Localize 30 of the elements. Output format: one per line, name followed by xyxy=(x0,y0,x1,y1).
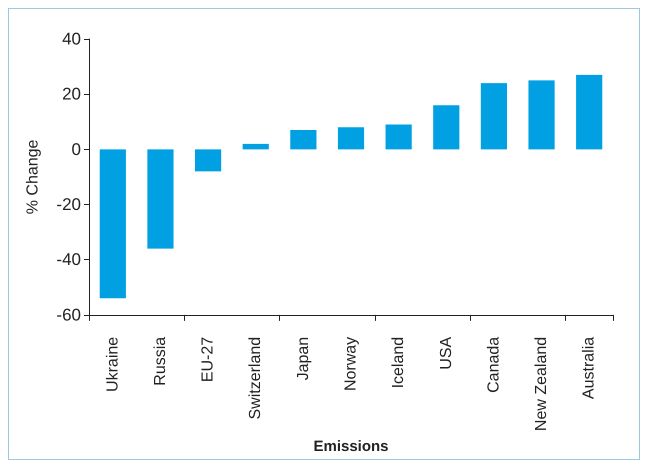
x-tick-label: Australia xyxy=(580,336,598,400)
y-tick-label: 20 xyxy=(62,84,81,104)
y-tick-label: -60 xyxy=(56,305,81,324)
bar xyxy=(576,74,602,150)
bar xyxy=(528,80,555,150)
bar xyxy=(242,144,269,150)
x-tick-label: EU-27 xyxy=(200,336,217,382)
x-tick-label: Norway xyxy=(342,336,360,392)
y-axis-title: % Change xyxy=(24,139,42,214)
y-tick-label: -40 xyxy=(56,250,81,270)
x-tick-label: Switzerland xyxy=(247,336,264,420)
bar xyxy=(386,124,412,150)
bar xyxy=(480,83,508,150)
bar xyxy=(290,130,316,150)
y-tick-label: -20 xyxy=(56,194,81,214)
y-tick-label: 40 xyxy=(62,30,81,48)
x-axis-title: Emissions xyxy=(313,438,389,455)
bar xyxy=(338,127,364,150)
x-tick-label: Russia xyxy=(152,336,169,386)
y-tick-label: 0 xyxy=(72,140,81,159)
bar xyxy=(194,149,222,172)
x-tick-label: Canada xyxy=(485,336,502,393)
bar xyxy=(100,149,126,298)
x-tick-label: Ukraine xyxy=(104,336,122,392)
bar xyxy=(433,105,460,150)
x-tick-label: New Zealand xyxy=(533,336,550,432)
x-tick-label: USA xyxy=(438,336,455,370)
x-tick-label: Japan xyxy=(294,336,312,380)
x-tick-label: Iceland xyxy=(390,336,408,388)
bar xyxy=(147,149,174,249)
